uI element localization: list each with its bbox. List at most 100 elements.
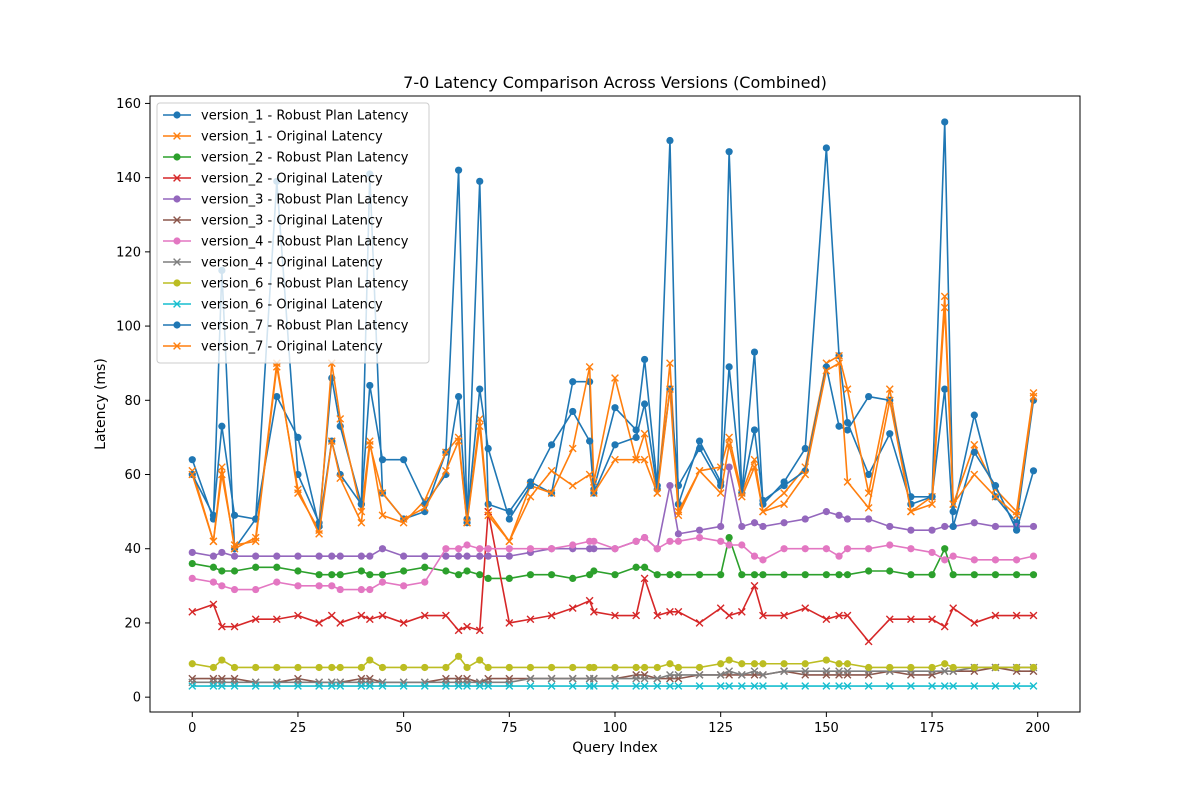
- data-point: [568, 444, 577, 453]
- data-point: [843, 418, 852, 427]
- data-point: [949, 682, 958, 690]
- data-point: [886, 541, 894, 549]
- data-point: [590, 537, 598, 545]
- legend-marker: [173, 237, 181, 245]
- data-point: [750, 348, 759, 356]
- data-point: [188, 660, 196, 668]
- data-point: [653, 571, 661, 579]
- data-point: [843, 385, 852, 394]
- data-point: [907, 526, 915, 534]
- data-point: [991, 611, 1000, 620]
- data-point: [378, 682, 387, 690]
- data-point: [632, 674, 641, 683]
- x-tick-label: 150: [814, 721, 839, 736]
- data-point: [835, 422, 843, 430]
- data-point: [273, 578, 281, 586]
- data-point: [252, 563, 260, 571]
- data-point: [188, 548, 196, 557]
- data-point: [526, 545, 535, 553]
- data-point: [843, 660, 852, 668]
- data-point: [209, 511, 218, 519]
- data-point: [336, 414, 345, 423]
- series-12: [188, 303, 1038, 549]
- data-point: [336, 585, 344, 594]
- data-point: [188, 682, 197, 690]
- data-point: [328, 663, 336, 672]
- data-point: [801, 667, 810, 676]
- legend-marker: [173, 342, 181, 350]
- data-point: [725, 533, 733, 542]
- legend-label: version_4 - Original Latency: [201, 256, 383, 271]
- data-point: [475, 682, 484, 690]
- series-4: [188, 507, 1038, 646]
- data-point: [632, 537, 640, 545]
- data-point: [365, 440, 374, 449]
- data-point: [589, 489, 598, 497]
- data-point: [759, 556, 767, 564]
- legend-label: version_7 - Robust Plan Latency: [201, 319, 409, 334]
- data-point: [273, 392, 281, 401]
- data-point: [864, 504, 873, 512]
- data-point: [505, 515, 513, 523]
- data-point: [907, 545, 915, 553]
- data-point: [476, 177, 484, 185]
- data-point: [454, 437, 463, 446]
- data-point: [218, 656, 226, 664]
- data-point: [759, 682, 767, 690]
- data-point: [484, 682, 493, 690]
- data-point: [294, 552, 302, 560]
- legend-label: version_7 - Original Latency: [201, 340, 383, 355]
- data-point: [640, 674, 649, 683]
- legend-label: version_1 - Robust Plan Latency: [201, 109, 409, 124]
- data-point: [780, 489, 788, 497]
- data-point: [547, 611, 556, 620]
- data-point: [526, 492, 535, 501]
- data-point: [476, 656, 484, 664]
- data-point: [780, 667, 788, 676]
- data-point: [970, 663, 978, 672]
- data-point: [725, 463, 733, 471]
- data-point: [780, 611, 788, 620]
- data-point: [327, 611, 336, 620]
- data-point: [218, 548, 226, 557]
- x-axis: 0 25 50 75 100 125 150 175 200: [188, 712, 1050, 736]
- data-point: [611, 611, 619, 620]
- legend-label: version_3 - Robust Plan Latency: [201, 193, 409, 208]
- data-point: [526, 571, 535, 579]
- data-point: [442, 466, 450, 475]
- data-point: [632, 455, 641, 464]
- data-point: [991, 571, 1000, 579]
- data-point: [674, 663, 683, 672]
- data-point: [217, 470, 226, 479]
- x-tick-label: 50: [395, 721, 412, 736]
- data-point: [420, 504, 429, 512]
- data-point: [864, 637, 873, 646]
- data-point: [666, 682, 674, 690]
- data-point: [547, 663, 556, 672]
- data-point: [585, 470, 594, 479]
- data-point: [365, 615, 374, 624]
- data-point: [780, 545, 788, 553]
- legend-item: version_4 - Original Latency: [163, 256, 383, 271]
- data-point: [442, 611, 450, 620]
- series-7: [188, 533, 1038, 594]
- data-point: [378, 489, 387, 497]
- data-point: [780, 519, 788, 527]
- legend-marker: [173, 216, 181, 224]
- data-point: [750, 519, 759, 527]
- data-point: [949, 552, 957, 560]
- data-point: [716, 682, 725, 690]
- series-9: [188, 652, 1038, 672]
- data-point: [865, 545, 873, 553]
- data-point: [822, 545, 830, 553]
- data-point: [505, 663, 513, 672]
- legend-box: [156, 102, 430, 364]
- legend: version_1 - Robust Plan Latency version_1…: [156, 102, 430, 364]
- data-point: [336, 571, 344, 579]
- series-layer: [188, 118, 1038, 690]
- data-point: [188, 456, 196, 464]
- data-point: [1029, 392, 1038, 401]
- data-point: [400, 552, 408, 560]
- data-point: [590, 567, 598, 575]
